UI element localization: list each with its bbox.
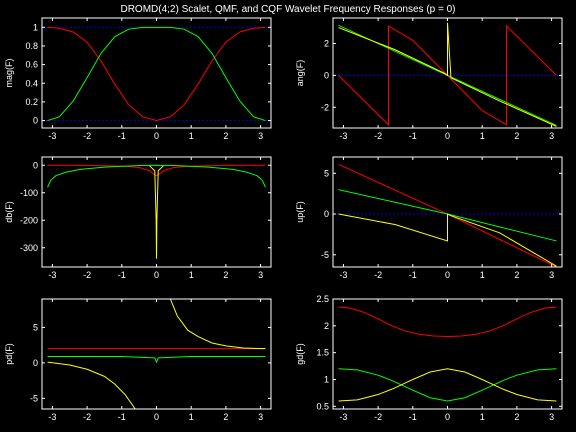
series-line-3: [338, 22, 557, 127]
x-tick-label: 1: [189, 412, 194, 422]
x-tick-label: 2: [514, 270, 519, 280]
series-line-3: [338, 213, 557, 267]
x-tick-label: 3: [258, 270, 263, 280]
subplot-6: -3 -2 -1 0 1 2 3 0.5 1 1.5 2 2.5 gd(F): [295, 294, 563, 422]
x-tick-label: 3: [258, 131, 263, 141]
series-line-2: [47, 26, 266, 122]
y-tick-label: 0: [324, 70, 329, 80]
y-tick-label: -300: [20, 243, 38, 253]
y-axis-label: pd(F): [4, 343, 14, 365]
y-tick-label: -2: [321, 102, 329, 112]
series-line-3: [47, 361, 136, 409]
subplot-1: -3 -2 -1 0 1 2 3 0 0.2 0.4 0.6 0.8 1 mag(F): [4, 17, 272, 141]
x-tick-label: 3: [549, 270, 554, 280]
series-line-4: [169, 299, 266, 350]
x-tick-label: 2: [223, 270, 228, 280]
x-tick-label: -1: [409, 412, 417, 422]
series-line-1: [47, 164, 266, 177]
y-tick-label: 0.8: [25, 41, 38, 51]
series-line-1: [47, 26, 266, 122]
x-tick-label: 1: [189, 131, 194, 141]
x-tick-label: 0: [445, 131, 450, 141]
y-axis-label: ang(F): [295, 60, 305, 87]
x-tick-label: -2: [83, 131, 91, 141]
x-tick-label: 1: [480, 412, 485, 422]
y-tick-label: 0.2: [25, 97, 38, 107]
y-tick-label: -5: [321, 250, 329, 260]
subplot-2: -3 -2 -1 0 1 2 3 -2 0 2 ang(F): [295, 17, 563, 141]
x-tick-label: 1: [480, 270, 485, 280]
subplot-5: -3 -2 -1 0 1 2 3 -5 0 5 pd(F): [4, 298, 272, 422]
x-tick-label: -2: [374, 270, 382, 280]
x-tick-label: -1: [409, 131, 417, 141]
subplot-grid: -3 -2 -1 0 1 2 3 0 0.2 0.4 0.6 0.8 1 mag(F) -3 -2 -1 0 1 2 3…: [4, 17, 563, 422]
y-tick-label: 0.5: [316, 401, 329, 411]
x-tick-label: 0: [154, 412, 159, 422]
y-tick-label: 2.5: [316, 294, 329, 304]
x-tick-label: -3: [48, 131, 56, 141]
axes-box: [332, 298, 563, 410]
y-axis-label: gd(F): [295, 343, 305, 365]
y-axis-label: db(F): [4, 201, 14, 223]
x-tick-label: 3: [258, 412, 263, 422]
x-tick-label: -1: [118, 131, 126, 141]
x-tick-label: 1: [480, 131, 485, 141]
x-tick-label: -3: [48, 270, 56, 280]
x-tick-label: -2: [83, 412, 91, 422]
x-tick-label: 2: [223, 131, 228, 141]
y-axis-label: up(F): [295, 201, 305, 223]
axes-box: [332, 156, 563, 268]
x-tick-label: 3: [549, 412, 554, 422]
x-tick-label: 3: [549, 131, 554, 141]
x-tick-label: -3: [339, 270, 347, 280]
x-tick-label: -2: [83, 270, 91, 280]
x-tick-label: -2: [374, 412, 382, 422]
y-tick-label: -200: [20, 215, 38, 225]
series-line-1: [338, 306, 557, 338]
y-tick-label: 2: [324, 321, 329, 331]
x-tick-label: -1: [409, 270, 417, 280]
x-tick-label: 2: [514, 131, 519, 141]
series-line-2: [47, 355, 266, 364]
y-tick-label: 5: [33, 322, 38, 332]
x-tick-label: 2: [223, 412, 228, 422]
y-tick-label: 0.6: [25, 60, 38, 70]
y-tick-label: -100: [20, 188, 38, 198]
y-tick-label: 0.4: [25, 78, 38, 88]
y-tick-label: 0: [33, 160, 38, 170]
series-line-3: [338, 368, 557, 402]
x-tick-label: 2: [514, 412, 519, 422]
x-tick-label: -1: [118, 270, 126, 280]
x-tick-label: -2: [374, 131, 382, 141]
series-line-3: [149, 165, 164, 259]
x-tick-label: 0: [154, 270, 159, 280]
y-tick-label: 2: [324, 39, 329, 49]
y-tick-label: 1.5: [316, 348, 329, 358]
y-axis-label: mag(F): [4, 58, 14, 87]
subplot-3: -3 -2 -1 0 1 2 3 -300 -200 -100 0 db(F): [4, 156, 272, 280]
y-tick-label: 0: [324, 209, 329, 219]
x-tick-label: -3: [48, 412, 56, 422]
x-tick-label: 0: [154, 131, 159, 141]
series-line-2: [338, 368, 557, 402]
x-tick-label: 0: [445, 412, 450, 422]
y-tick-label: 1: [33, 22, 38, 32]
x-tick-label: 1: [189, 270, 194, 280]
y-tick-label: -5: [30, 393, 38, 403]
x-tick-label: -3: [339, 131, 347, 141]
figure-title: DROMD(4;2) Scalet, QMF, and CQF Wavelet …: [120, 4, 455, 15]
x-tick-label: -3: [339, 412, 347, 422]
y-tick-label: 5: [324, 168, 329, 178]
y-tick-label: 0: [33, 116, 38, 126]
y-tick-label: 0: [33, 358, 38, 368]
axes-box: [41, 298, 272, 410]
series-line-2: [47, 164, 266, 188]
subplot-4: -3 -2 -1 0 1 2 3 -5 0 5 up(F): [295, 156, 563, 280]
x-tick-label: -1: [118, 412, 126, 422]
y-tick-label: 1: [324, 374, 329, 384]
x-tick-label: 0: [445, 270, 450, 280]
